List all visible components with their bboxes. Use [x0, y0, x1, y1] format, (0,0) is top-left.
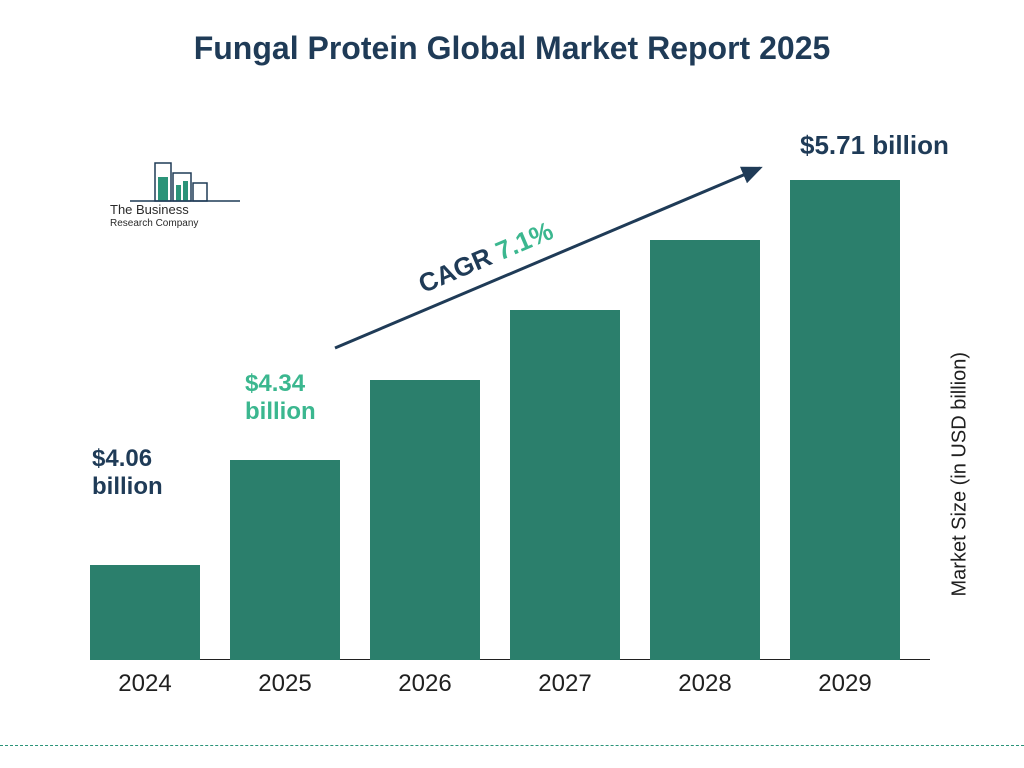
bar-2028	[650, 240, 760, 660]
x-label-2027: 2027	[510, 670, 620, 698]
value-annotation-1: $4.34billion	[245, 370, 316, 426]
bottom-dashed-divider	[0, 745, 1024, 746]
y-axis-label: Market Size (in USD billion)	[949, 317, 972, 597]
bar-2024	[90, 565, 200, 660]
value-annotation-0: $4.06billion	[92, 445, 163, 501]
bar-2027	[510, 310, 620, 660]
chart-plot-area	[90, 130, 930, 660]
value-annotation-2: $5.71 billion	[800, 130, 949, 161]
chart-title-text: Fungal Protein Global Market Report 2025	[194, 30, 831, 66]
bar-2029	[790, 180, 900, 660]
chart-title: Fungal Protein Global Market Report 2025	[0, 30, 1024, 67]
bar-2025	[230, 460, 340, 660]
x-label-2026: 2026	[370, 670, 480, 698]
y-axis-label-text: Market Size (in USD billion)	[949, 352, 971, 597]
x-label-2025: 2025	[230, 670, 340, 698]
x-label-2029: 2029	[790, 670, 900, 698]
x-label-2024: 2024	[90, 670, 200, 698]
chart-container: Fungal Protein Global Market Report 2025…	[0, 0, 1024, 768]
x-label-2028: 2028	[650, 670, 760, 698]
bar-2026	[370, 380, 480, 660]
